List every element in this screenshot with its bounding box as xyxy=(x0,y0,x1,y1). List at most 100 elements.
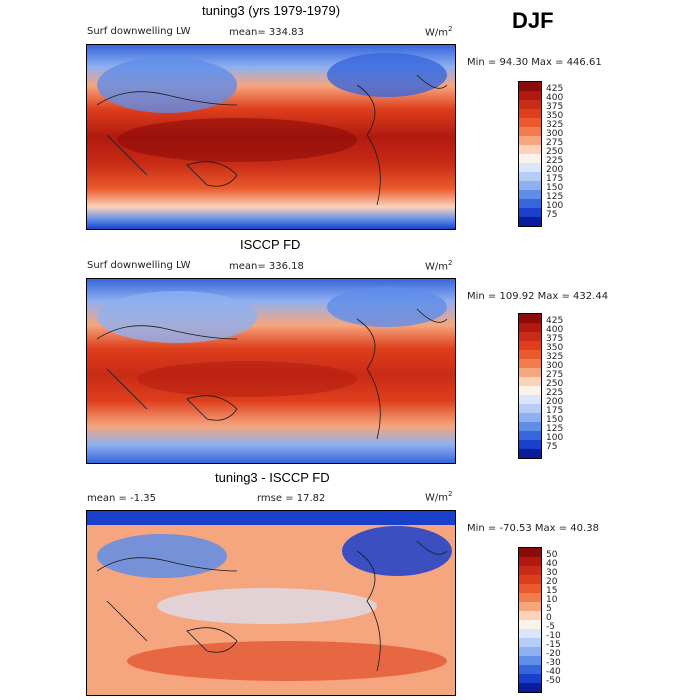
panel3-units-text: W/m xyxy=(425,492,448,504)
colorbar-tick-label: 275 xyxy=(546,370,564,380)
colorbar-swatch xyxy=(519,422,541,431)
panel1-colorbar xyxy=(518,81,542,227)
colorbar-swatch xyxy=(519,109,541,118)
colorbar-swatch xyxy=(519,413,541,422)
colorbar-tick-label: 20 xyxy=(546,577,558,587)
panel1-units: W/m2 xyxy=(425,25,452,38)
colorbar-tick-label: 150 xyxy=(546,415,564,425)
colorbar-swatch xyxy=(519,548,541,557)
colorbar-tick-label: 100 xyxy=(546,433,564,443)
colorbar-tick-label: 250 xyxy=(546,379,564,389)
panel3-units: W/m2 xyxy=(425,490,452,503)
panel3-tropics-mixed xyxy=(157,588,377,624)
colorbar-tick-label: 225 xyxy=(546,156,564,166)
colorbar-swatch xyxy=(519,100,541,109)
panel3-map xyxy=(86,510,456,696)
colorbar-tick-label: 375 xyxy=(546,102,564,112)
colorbar-tick-label: -50 xyxy=(546,676,561,686)
colorbar-tick-label: 100 xyxy=(546,201,564,211)
colorbar-tick-label: 400 xyxy=(546,93,564,103)
colorbar-tick-label: 250 xyxy=(546,147,564,157)
colorbar-tick-label: 325 xyxy=(546,120,564,130)
colorbar-tick-label: 200 xyxy=(546,165,564,175)
panel2-units-text: W/m xyxy=(425,261,448,273)
panel2-america-cold xyxy=(327,287,447,327)
season-label: DJF xyxy=(512,8,554,33)
panel3-units-sup: 2 xyxy=(448,490,453,498)
panel3-southern-pos xyxy=(127,641,447,681)
colorbar-tick-label: 125 xyxy=(546,192,564,202)
colorbar-tick-label: 350 xyxy=(546,343,564,353)
colorbar-swatch xyxy=(519,332,541,341)
colorbar-tick-label: 425 xyxy=(546,316,564,326)
colorbar-tick-label: 75 xyxy=(546,210,558,220)
panel3-mean: mean = -1.35 xyxy=(87,493,156,504)
panel2-minmax: Min = 109.92 Max = 432.44 xyxy=(467,291,609,302)
colorbar-swatch xyxy=(519,217,541,226)
colorbar-swatch xyxy=(519,136,541,145)
colorbar-tick-label: -5 xyxy=(546,622,555,632)
panel1-units-sup: 2 xyxy=(448,25,453,33)
colorbar-swatch xyxy=(519,368,541,377)
panel2-title: ISCCP FD xyxy=(240,237,301,252)
panel2-asia-cold xyxy=(97,291,257,343)
colorbar-swatch xyxy=(519,359,541,368)
colorbar-tick-label: 50 xyxy=(546,550,558,560)
panel1-units-text: W/m xyxy=(425,27,448,39)
colorbar-swatch xyxy=(519,350,541,359)
colorbar-tick-label: 10 xyxy=(546,595,558,605)
colorbar-swatch xyxy=(519,440,541,449)
panel1-map-svg xyxy=(87,45,455,229)
colorbar-swatch xyxy=(519,199,541,208)
colorbar-tick-label: 300 xyxy=(546,361,564,371)
panel3-arctic-band xyxy=(87,511,455,525)
colorbar-swatch xyxy=(519,314,541,323)
colorbar-tick-label: 225 xyxy=(546,388,564,398)
colorbar-swatch xyxy=(519,208,541,217)
colorbar-swatch xyxy=(519,118,541,127)
colorbar-swatch xyxy=(519,181,541,190)
panel3-asia-neg xyxy=(97,534,227,578)
colorbar-swatch xyxy=(519,602,541,611)
colorbar-swatch xyxy=(519,154,541,163)
colorbar-tick-label: 300 xyxy=(546,129,564,139)
colorbar-tick-label: -10 xyxy=(546,631,561,641)
colorbar-tick-label: 200 xyxy=(546,397,564,407)
colorbar-swatch xyxy=(519,341,541,350)
colorbar-swatch xyxy=(519,377,541,386)
colorbar-swatch xyxy=(519,395,541,404)
colorbar-swatch xyxy=(519,647,541,656)
colorbar-swatch xyxy=(519,91,541,100)
colorbar-swatch xyxy=(519,431,541,440)
colorbar-swatch xyxy=(519,683,541,692)
colorbar-swatch xyxy=(519,575,541,584)
colorbar-swatch xyxy=(519,665,541,674)
colorbar-swatch xyxy=(519,386,541,395)
panel3-minmax: Min = -70.53 Max = 40.38 xyxy=(467,523,599,534)
panel2-map-svg xyxy=(87,279,455,463)
colorbar-swatch xyxy=(519,674,541,683)
panel2-coastlines xyxy=(96,308,448,440)
colorbar-tick-label: 275 xyxy=(546,138,564,148)
panel1-title: tuning3 (yrs 1979-1979) xyxy=(202,3,341,18)
panel2-units-sup: 2 xyxy=(448,259,453,267)
colorbar-swatch xyxy=(519,656,541,665)
panel1-map xyxy=(86,44,456,230)
panel1-coastlines xyxy=(96,74,448,206)
colorbar-tick-label: 30 xyxy=(546,568,558,578)
colorbar-tick-label: 75 xyxy=(546,442,558,452)
panel1-minmax: Min = 94.30 Max = 446.61 xyxy=(467,57,602,68)
panel3-rmse: rmse = 17.82 xyxy=(257,493,326,504)
panel3-title: tuning3 - ISCCP FD xyxy=(215,470,330,485)
colorbar-swatch xyxy=(519,557,541,566)
colorbar-swatch xyxy=(519,82,541,91)
panel2-field: Surf downwelling LW xyxy=(87,260,191,271)
panel1-field: Surf downwelling LW xyxy=(87,26,191,37)
colorbar-swatch xyxy=(519,566,541,575)
panel2-colorbar xyxy=(518,313,542,459)
panel3-colorbar xyxy=(518,547,542,693)
colorbar-tick-label: 375 xyxy=(546,334,564,344)
colorbar-swatch xyxy=(519,584,541,593)
colorbar-swatch xyxy=(519,404,541,413)
colorbar-tick-label: 15 xyxy=(546,586,558,596)
